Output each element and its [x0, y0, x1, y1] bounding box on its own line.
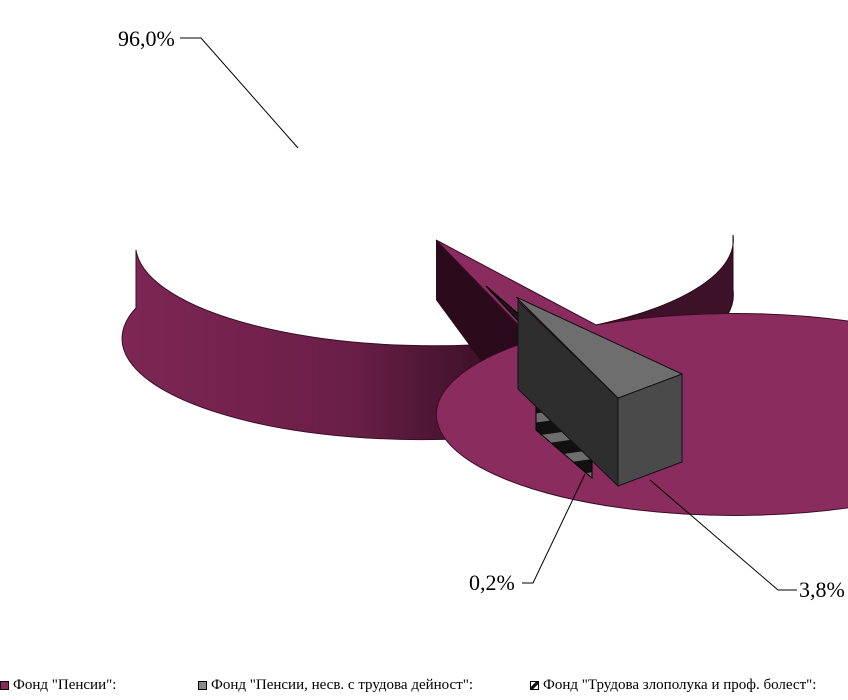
legend-swatch-nonlabor — [198, 681, 207, 690]
pie-chart: 96,0% 0,2% 3,8% — [118, 26, 848, 602]
label-nonlabor-pct: 3,8% — [799, 577, 845, 602]
label-pensions-pct: 96,0% — [118, 26, 175, 51]
slice-nonlabor-top — [515, 296, 684, 399]
leader-line-accident — [522, 473, 586, 584]
leader-line-pensions — [180, 37, 299, 149]
label-accident-pct: 0,2% — [469, 570, 515, 595]
legend-item-accident: Фонд "Трудова злополука и проф. болест": — [530, 677, 816, 694]
slice-nonlabor-pensions — [515, 296, 684, 488]
leader-line-nonlabor — [649, 479, 797, 591]
legend: Фонд "Пенсии": Фонд "Пенсии, несв. с тру… — [0, 677, 848, 697]
legend-label-nonlabor: Фонд "Пенсии, несв. с трудова дейност": — [211, 677, 474, 693]
legend-swatch-pensions — [0, 681, 9, 690]
legend-swatch-accident — [530, 681, 539, 690]
legend-label-accident: Фонд "Трудова злополука и проф. болест": — [543, 677, 817, 693]
legend-label-pensions: Фонд "Пенсии": — [13, 677, 117, 693]
legend-item-nonlabor: Фонд "Пенсии, несв. с трудова дейност": — [198, 677, 473, 694]
legend-item-pensions: Фонд "Пенсии": — [0, 677, 116, 694]
slice-pensions — [121, 234, 848, 516]
